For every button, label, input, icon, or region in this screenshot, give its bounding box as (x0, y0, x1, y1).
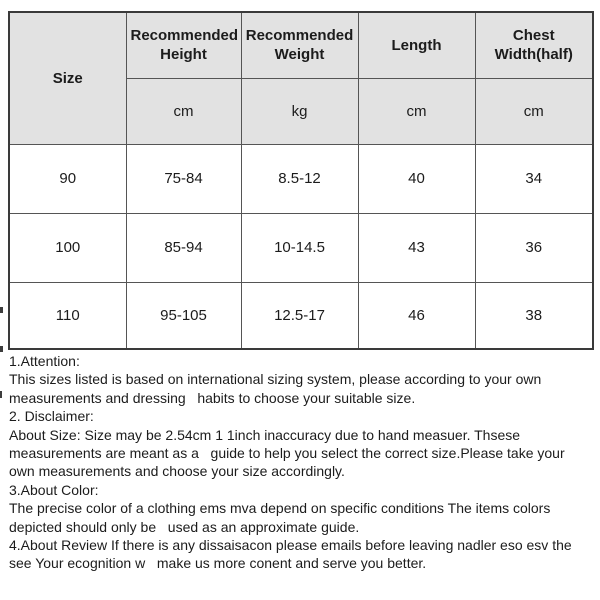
header-cell-length: Length (357, 11, 476, 79)
cell-chest: 36 (474, 212, 594, 283)
table-row-size-100: 100 85-94 10-14.5 43 36 (8, 212, 594, 283)
cell-size: 100 (8, 212, 127, 283)
scan-artifact (0, 391, 2, 398)
scan-artifact (0, 307, 3, 313)
unit-cell-weight: kg (240, 77, 359, 145)
cell-height: 75-84 (125, 143, 242, 214)
cell-weight: 10-14.5 (240, 212, 359, 283)
unit-cell-chest: cm (474, 77, 594, 145)
unit-cell-length: cm (357, 77, 476, 145)
notes-section: 1.Attention: This sizes listed is based … (9, 352, 597, 573)
note-line: This sizes listed is based on internatio… (9, 371, 542, 388)
note-line-review: 4.About Review If there is any dissaisac… (9, 537, 572, 554)
note-line: measurements are meant as a guide to hel… (9, 445, 565, 462)
header-cell-recommended-height: Recommended Height (125, 11, 242, 79)
note-line-color-title: 3.About Color: (9, 481, 99, 498)
header-cell-recommended-weight: Recommended Weight (240, 11, 359, 79)
table-row-size-110: 110 95-105 12.5-17 46 38 (8, 281, 594, 350)
size-chart-table: Size Recommended Height Recommended Weig… (8, 11, 594, 350)
cell-size: 110 (8, 281, 127, 350)
note-line-attention-title: 1.Attention: (9, 353, 80, 369)
note-line: own measurements and choose your size ac… (9, 463, 345, 480)
cell-length: 46 (357, 281, 476, 350)
cell-chest: 38 (474, 281, 594, 350)
cell-chest: 34 (474, 143, 594, 214)
header-cell-chest-width: Chest Width(half) (474, 11, 594, 79)
note-line: depicted should only be used as an appro… (9, 518, 360, 535)
scan-artifact (0, 346, 3, 352)
note-line-disclaimer-title: 2. Disclaimer: (9, 408, 94, 425)
cell-weight: 8.5-12 (240, 143, 359, 214)
table-header-row: Size Recommended Height Recommended Weig… (8, 11, 594, 145)
cell-weight: 12.5-17 (240, 281, 359, 350)
unit-cell-height: cm (125, 77, 242, 145)
table-unit-row: cm kg cm cm (9, 77, 594, 145)
cell-height: 85-94 (125, 212, 242, 283)
cell-length: 40 (357, 143, 476, 214)
cell-height: 95-105 (125, 281, 242, 350)
note-line: The precise color of a clothing ems mva … (9, 500, 551, 517)
note-line: About Size: Size may be 2.54cm 1 1inch i… (9, 426, 521, 443)
cell-size: 90 (8, 143, 127, 214)
header-cell-size: Size (8, 11, 127, 145)
table-row-size-90: 90 75-84 8.5-12 40 34 (8, 143, 594, 214)
note-line: see Your ecognition w make us more conen… (9, 555, 427, 572)
cell-length: 43 (357, 212, 476, 283)
note-line: measurements and dressing habits to choo… (9, 389, 416, 406)
